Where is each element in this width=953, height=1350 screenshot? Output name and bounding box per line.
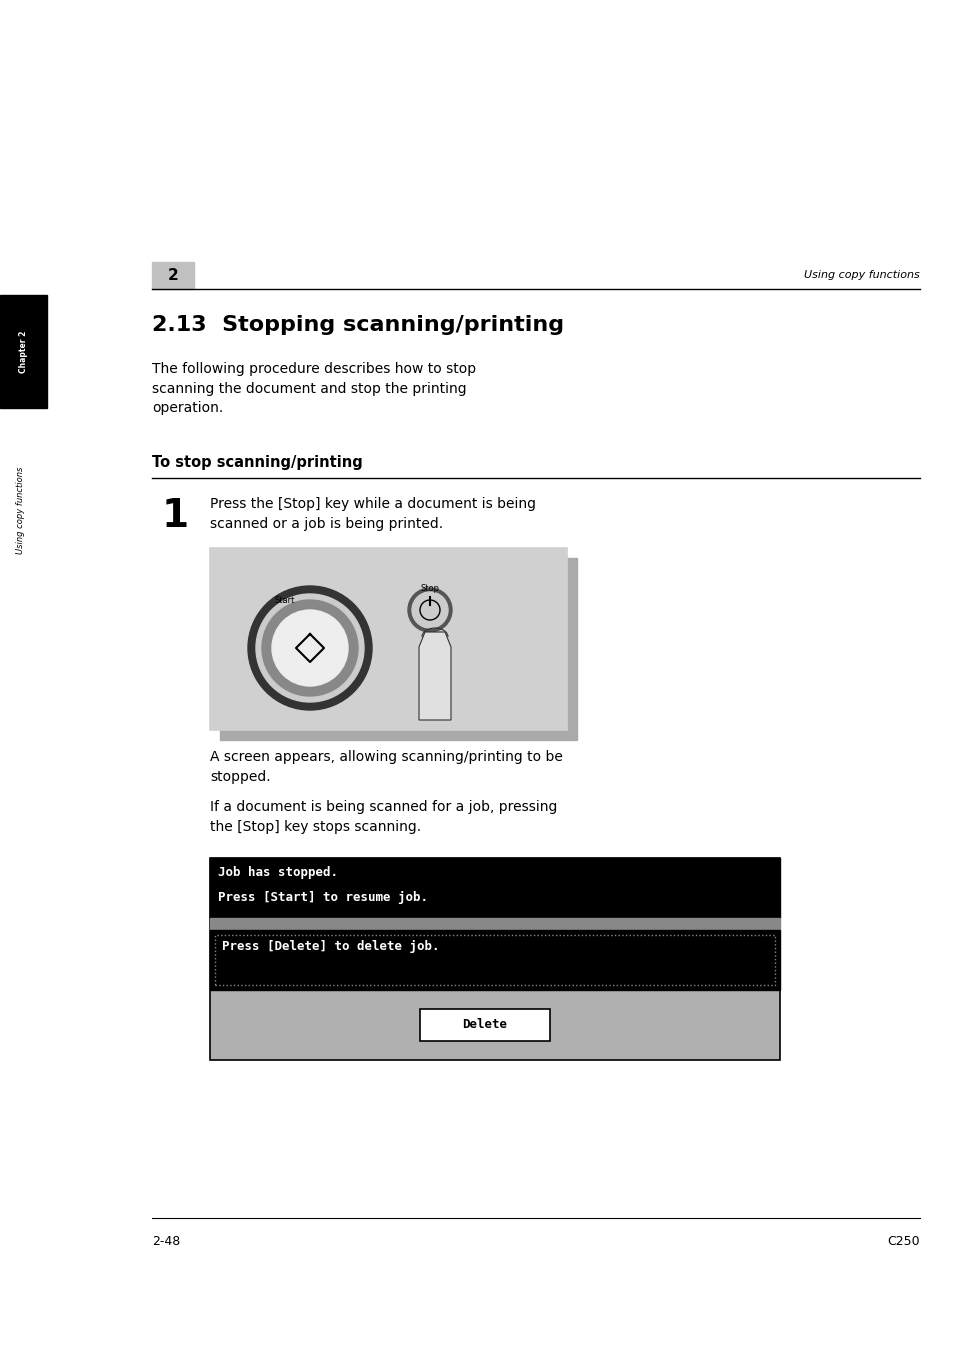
Circle shape (272, 610, 348, 686)
Bar (0, 296, 47, 408)
Bar (210, 859, 780, 1060)
Bar (210, 930, 780, 990)
Text: Press [Start] to resume job.: Press [Start] to resume job. (218, 891, 428, 904)
Text: 2.13  Stopping scanning/printing: 2.13 Stopping scanning/printing (152, 315, 563, 335)
Text: To stop scanning/printing: To stop scanning/printing (152, 455, 362, 470)
Text: Start: Start (274, 595, 294, 605)
Circle shape (412, 593, 448, 628)
Text: Using copy functions: Using copy functions (803, 270, 919, 279)
Text: Using copy functions: Using copy functions (15, 466, 25, 554)
Text: Stop: Stop (420, 585, 439, 593)
Circle shape (248, 586, 372, 710)
Text: Job has stopped.: Job has stopped. (218, 865, 337, 879)
Text: C250: C250 (886, 1235, 919, 1247)
Text: 2-48: 2-48 (152, 1235, 180, 1247)
Bar (210, 918, 780, 930)
Text: If a document is being scanned for a job, pressing
the [Stop] key stops scanning: If a document is being scanned for a job… (210, 801, 557, 834)
Text: Chapter 2: Chapter 2 (18, 331, 28, 373)
Circle shape (262, 599, 357, 697)
Text: 2: 2 (168, 269, 178, 284)
Bar (220, 558, 577, 740)
Polygon shape (418, 632, 451, 720)
Bar (419, 1008, 550, 1041)
Bar (214, 936, 774, 986)
Text: Delete: Delete (462, 1018, 507, 1031)
Circle shape (255, 594, 364, 702)
Text: A screen appears, allowing scanning/printing to be
stopped.: A screen appears, allowing scanning/prin… (210, 751, 562, 784)
Text: Press [Delete] to delete job.: Press [Delete] to delete job. (222, 940, 439, 953)
Circle shape (408, 589, 452, 632)
Text: 1: 1 (162, 497, 189, 535)
Bar (152, 262, 193, 289)
Bar (210, 548, 566, 730)
Text: The following procedure describes how to stop
scanning the document and stop the: The following procedure describes how to… (152, 362, 476, 414)
Text: Press the [Stop] key while a document is being
scanned or a job is being printed: Press the [Stop] key while a document is… (210, 497, 536, 531)
Bar (210, 859, 780, 918)
